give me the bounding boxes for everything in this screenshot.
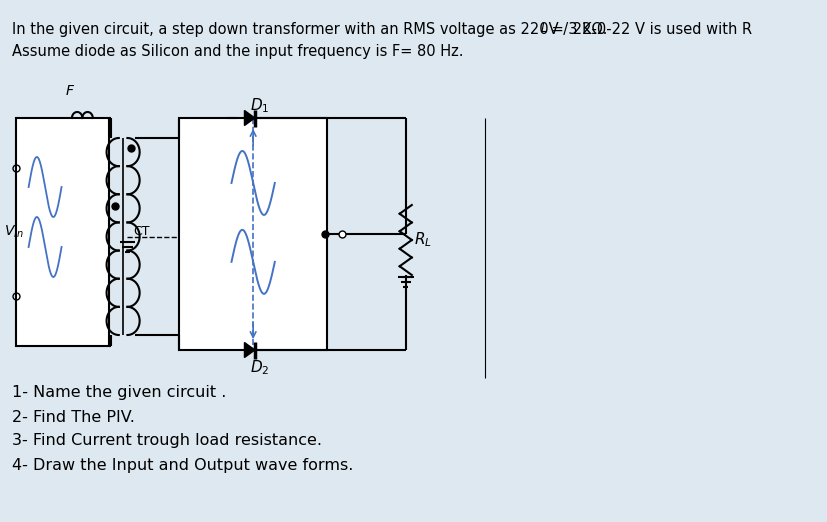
Polygon shape bbox=[245, 342, 255, 358]
Text: CT: CT bbox=[133, 225, 150, 238]
Text: 1- Name the given circuit .: 1- Name the given circuit . bbox=[12, 385, 227, 400]
Bar bbox=[8, 105, 485, 375]
Text: = 3 KΩ.: = 3 KΩ. bbox=[547, 22, 607, 37]
Polygon shape bbox=[245, 111, 255, 125]
Bar bbox=[16, 118, 109, 346]
Text: $R_L$: $R_L$ bbox=[414, 231, 433, 250]
Text: L: L bbox=[541, 22, 547, 35]
Text: 2- Find The PIV.: 2- Find The PIV. bbox=[12, 410, 135, 425]
Text: 4- Draw the Input and Output wave forms.: 4- Draw the Input and Output wave forms. bbox=[12, 458, 353, 473]
Text: $V_{in}$: $V_{in}$ bbox=[4, 224, 24, 240]
Text: $D_1$: $D_1$ bbox=[250, 96, 269, 115]
Text: $D_2$: $D_2$ bbox=[250, 358, 269, 377]
Text: 3- Find Current trough load resistance.: 3- Find Current trough load resistance. bbox=[12, 433, 323, 448]
Text: In the given circuit, a step down transformer with an RMS voltage as 220V / 22-0: In the given circuit, a step down transf… bbox=[12, 22, 753, 37]
Bar bbox=[179, 118, 327, 350]
Text: F: F bbox=[66, 84, 74, 98]
Text: Assume diode as Silicon and the input frequency is F= 80 Hz.: Assume diode as Silicon and the input fr… bbox=[12, 44, 464, 59]
